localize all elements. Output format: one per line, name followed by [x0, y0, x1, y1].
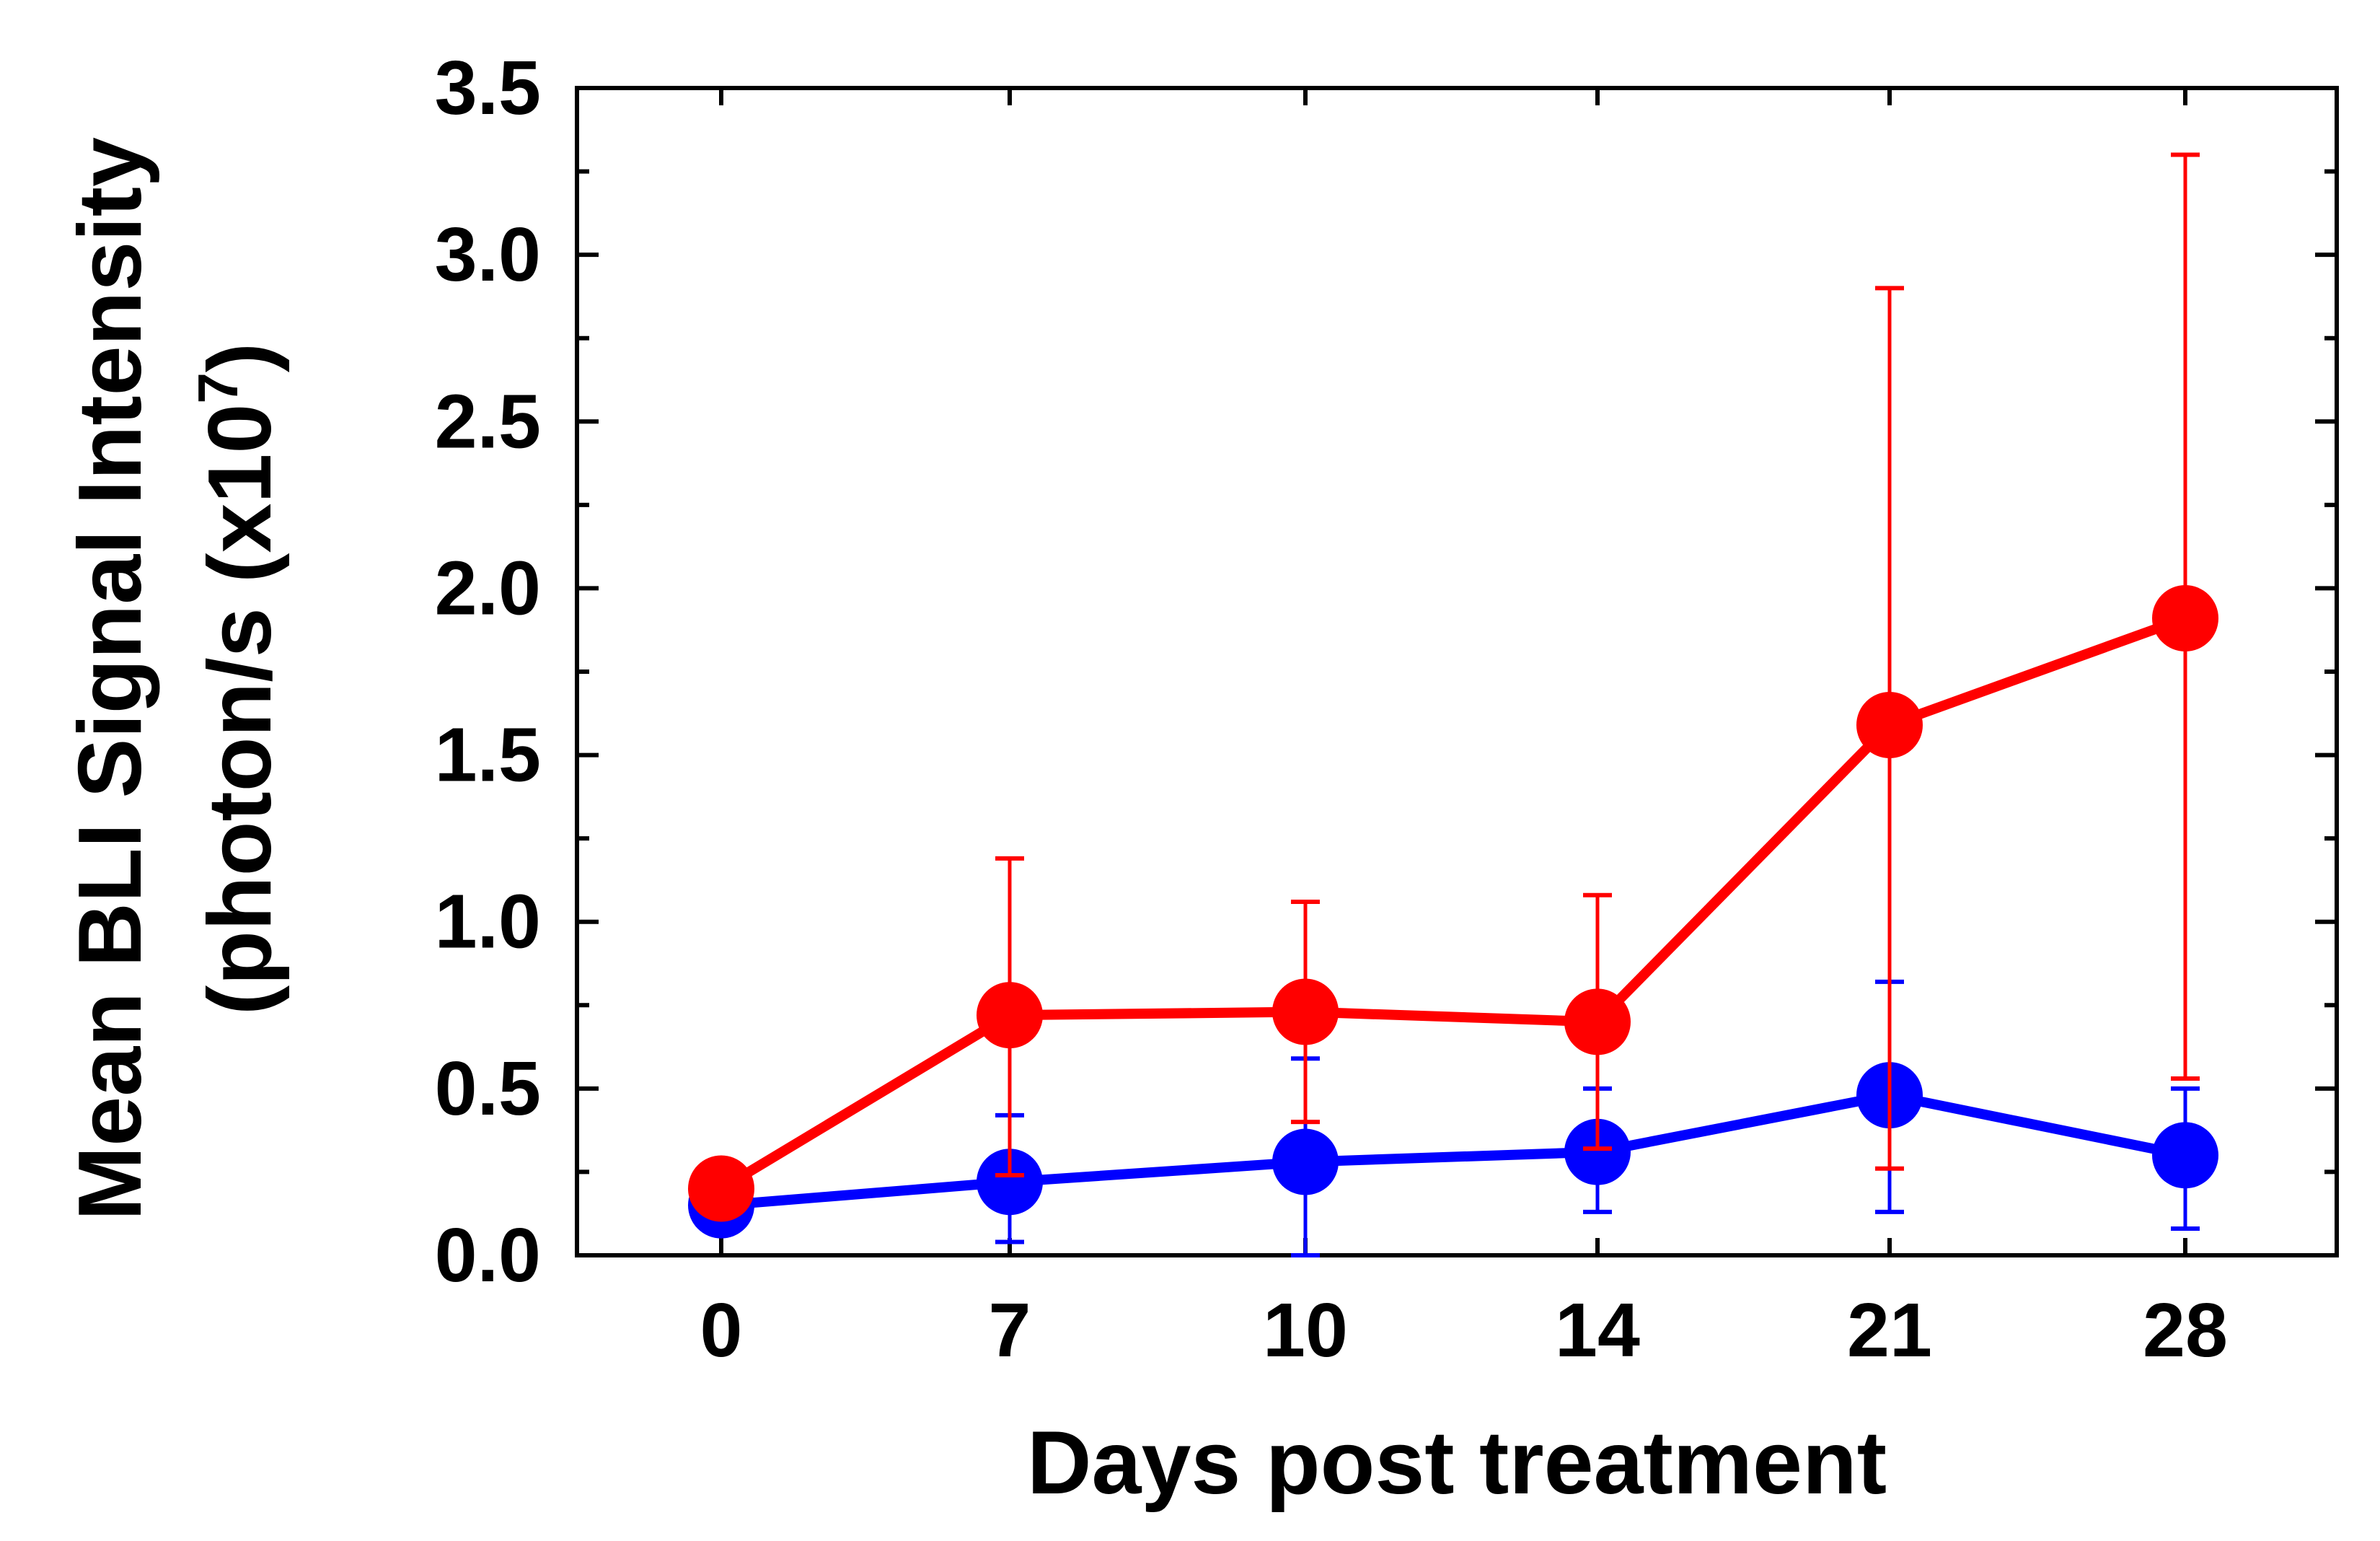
- y-axis-title-exponent: 7: [186, 372, 250, 403]
- y-axis-title-prefix: (photon/s (x10: [190, 404, 290, 1015]
- y-axis-title-suffix: ): [190, 343, 290, 372]
- y-axis-title-line-2: (photon/s (x107): [186, 343, 290, 1015]
- data-point: [2152, 585, 2218, 652]
- data-point: [2152, 1122, 2218, 1189]
- series-blue: [688, 979, 2218, 1257]
- data-point: [1272, 1128, 1339, 1195]
- y-tick-label: 2.5: [435, 379, 541, 464]
- plot-border: [575, 86, 2339, 1257]
- series-red: [688, 152, 2218, 1222]
- plot-frame: [575, 86, 2339, 1257]
- data-point: [977, 1149, 1043, 1216]
- data-point: [1856, 691, 1923, 758]
- x-tick-label: 28: [2143, 1288, 2228, 1373]
- tick-labels: 0.0 0.5 1.0 1.5 2.0 2.5 3.0 3.5 0 7 10 14 21 28: [435, 45, 2228, 1373]
- y-tick-label: 0.5: [435, 1046, 541, 1131]
- y-tick-label: 3.0: [435, 212, 541, 297]
- data-point: [1564, 1118, 1631, 1185]
- y-tick-label: 1.0: [435, 879, 541, 965]
- axis-ticks: [577, 86, 2337, 1257]
- y-tick-label: 2.0: [435, 545, 541, 631]
- data-series: [688, 152, 2218, 1257]
- data-point: [1272, 978, 1339, 1045]
- data-point: [688, 1155, 754, 1222]
- x-tick-label: 10: [1263, 1288, 1348, 1373]
- x-tick-label: 0: [700, 1288, 743, 1373]
- data-point: [1564, 988, 1631, 1055]
- y-tick-label: 1.5: [435, 713, 541, 798]
- series-line: [718, 613, 2187, 1193]
- y-tick-label: 0.0: [435, 1213, 541, 1298]
- series-line: [720, 1090, 2187, 1211]
- x-axis-title: Days post treatment: [1027, 1413, 1887, 1513]
- x-tick-label: 21: [1847, 1288, 1932, 1373]
- data-point: [977, 982, 1043, 1049]
- y-tick-label: 3.5: [435, 45, 541, 131]
- x-tick-label: 7: [989, 1288, 1031, 1373]
- x-tick-label: 14: [1555, 1288, 1640, 1373]
- y-axis-title-line-1: Mean BLI Signal Intensity: [61, 137, 160, 1221]
